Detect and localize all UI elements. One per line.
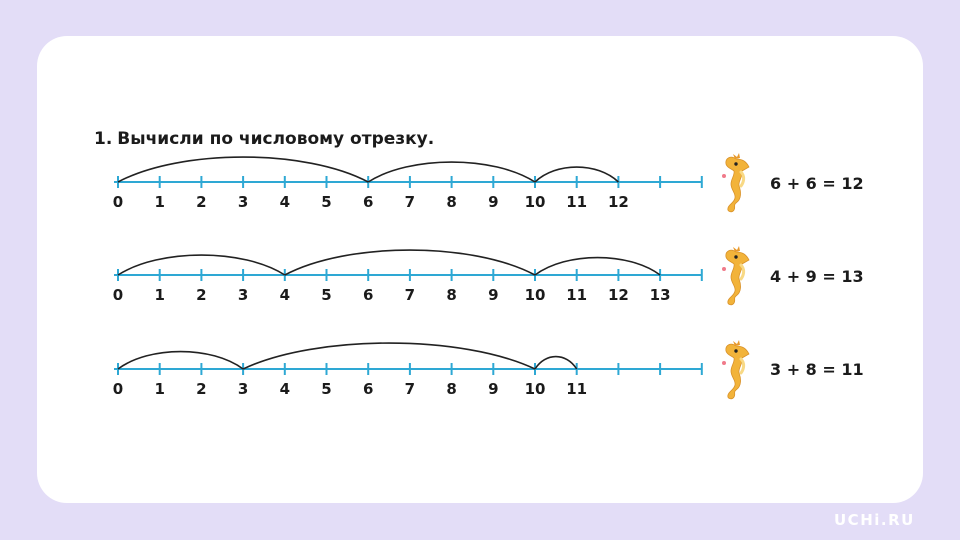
tick-label: 3	[238, 286, 248, 304]
tick-label: 4	[280, 286, 290, 304]
equation-3: 3 + 8 = 11	[770, 360, 864, 379]
number-line-3: 0 1 2 3 4 5 6 7 8 9 10 11	[113, 342, 703, 398]
seahorse-icon	[722, 153, 750, 213]
tick-label: 7	[405, 193, 415, 211]
jump-arc	[117, 350, 244, 370]
tick-label: 2	[196, 193, 206, 211]
tick-label: 11	[566, 286, 587, 304]
jump-arc	[534, 166, 619, 183]
tick-label: 12	[608, 193, 629, 211]
tick-label: 11	[566, 193, 587, 211]
tick-label: 9	[488, 286, 498, 304]
tick-label: 8	[446, 193, 456, 211]
tick-label: 9	[488, 380, 498, 398]
tick-label: 0	[113, 380, 123, 398]
tick-label: 3	[238, 193, 248, 211]
tick-label: 8	[446, 380, 456, 398]
tick-label: 12	[608, 286, 629, 304]
tick-label: 1	[154, 193, 164, 211]
jump-arc	[534, 355, 578, 370]
tick-label: 5	[321, 193, 331, 211]
tick-label: 10	[525, 380, 546, 398]
task-title: 1. Вычисли по числовому отрезку.	[94, 129, 434, 149]
tick-label: 0	[113, 286, 123, 304]
tick-label: 1	[154, 286, 164, 304]
seahorse-icon	[722, 246, 750, 306]
tick-label: 2	[196, 286, 206, 304]
tick-label: 7	[405, 380, 415, 398]
tick-label: 13	[650, 286, 671, 304]
task-text: Вычисли по числовому отрезку.	[117, 129, 435, 149]
tick-label: 4	[280, 193, 290, 211]
tick-label: 5	[321, 380, 331, 398]
jump-arc	[117, 254, 286, 276]
tick-label: 6	[363, 380, 373, 398]
tick-label: 6	[363, 286, 373, 304]
jump-arc	[284, 249, 536, 276]
jump-arc	[117, 156, 369, 183]
tick-label: 3	[238, 380, 248, 398]
task-number: 1.	[94, 129, 113, 149]
jump-arc	[367, 161, 536, 183]
tick-label: 5	[321, 286, 331, 304]
equation-2: 4 + 9 = 13	[770, 267, 864, 286]
seahorse-icon	[722, 340, 750, 400]
tick-label: 1	[154, 380, 164, 398]
tick-label: 6	[363, 193, 373, 211]
number-line-2: 0 1 2 3 4 5 6 7 8 9 10 11 12 13	[113, 249, 703, 304]
tick-label: 0	[113, 193, 123, 211]
tick-label: 7	[405, 286, 415, 304]
tick-label: 11	[566, 380, 587, 398]
tick-label: 8	[446, 286, 456, 304]
number-line-1: 0 1 2 3 4 5 6 7 8 9 10 11 12	[113, 156, 703, 211]
tick-label: 2	[196, 380, 206, 398]
jump-arc	[534, 256, 661, 276]
jump-arc	[242, 342, 536, 370]
tick-label: 10	[525, 193, 546, 211]
content-card	[37, 36, 923, 503]
tick-label: 9	[488, 193, 498, 211]
tick-label: 10	[525, 286, 546, 304]
brand-logo: UCHi.RU	[834, 511, 915, 529]
equation-1: 6 + 6 = 12	[770, 174, 864, 193]
tick-label: 4	[280, 380, 290, 398]
